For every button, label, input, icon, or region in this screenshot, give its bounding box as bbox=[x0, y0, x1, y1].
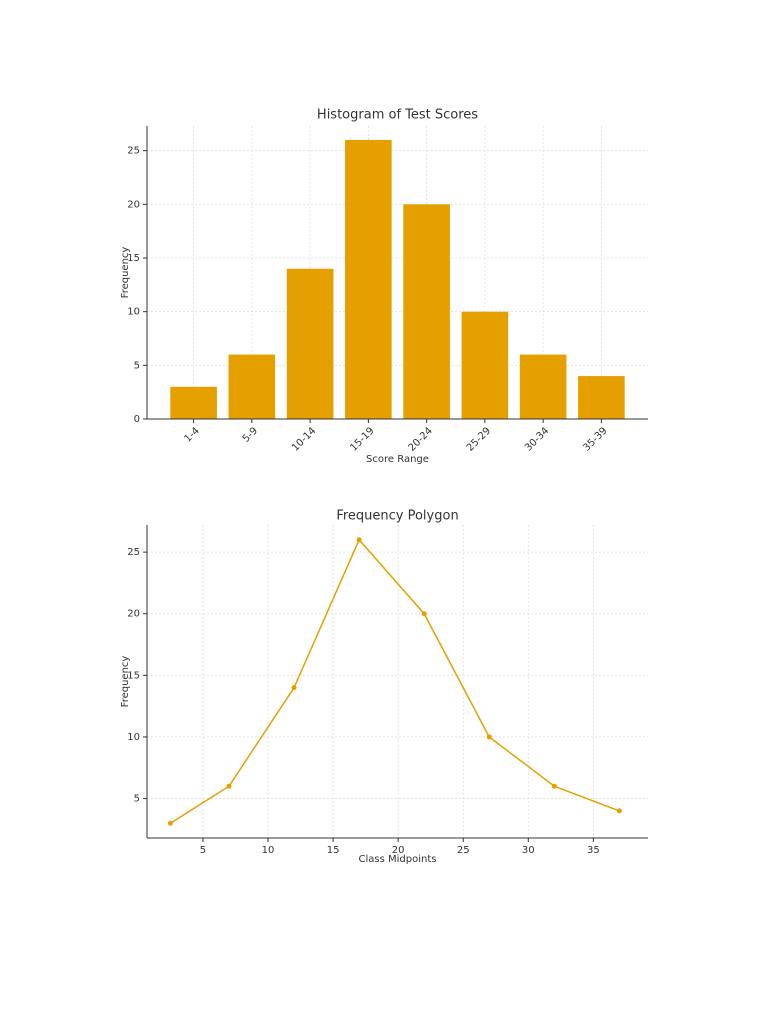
y-tick-label: 20 bbox=[127, 199, 140, 210]
x-tick-label: 30-34 bbox=[523, 425, 551, 453]
point bbox=[551, 783, 557, 789]
x-tick-label: 15 bbox=[327, 845, 340, 856]
x-tick-label: 1-4 bbox=[183, 425, 202, 444]
y-tick-label: 25 bbox=[127, 547, 140, 558]
x-tick-label: 10-14 bbox=[290, 425, 318, 453]
x-tick-label: 25 bbox=[457, 845, 470, 856]
x-tick-label: 15-19 bbox=[348, 425, 376, 453]
bar bbox=[519, 354, 567, 419]
x-tick-label: 25-29 bbox=[465, 425, 493, 453]
x-tick-label: 35 bbox=[587, 845, 600, 856]
x-axis-label: Class Midpoints bbox=[359, 854, 437, 865]
y-tick-label: 15 bbox=[127, 670, 140, 681]
y-tick-label: 10 bbox=[127, 732, 140, 743]
bar bbox=[286, 268, 334, 419]
x-axis-label: Score Range bbox=[366, 454, 429, 465]
line bbox=[170, 538, 620, 824]
y-axis-label: Frequency bbox=[120, 247, 131, 299]
y-tick-label: 10 bbox=[127, 307, 140, 318]
y-tick-label: 5 bbox=[134, 794, 140, 805]
point bbox=[616, 808, 622, 814]
bar bbox=[170, 386, 217, 419]
point bbox=[421, 611, 427, 617]
x-tick-label: 30 bbox=[522, 845, 535, 856]
chart-title: Frequency Polygon bbox=[336, 509, 458, 524]
chart-title: Histogram of Test Scores bbox=[317, 108, 478, 123]
x-tick-label: 5 bbox=[200, 845, 206, 856]
y-tick-label: 0 bbox=[134, 414, 140, 425]
point bbox=[226, 783, 232, 789]
x-tick-label: 20-24 bbox=[407, 425, 435, 453]
x-tick-label: 5-9 bbox=[241, 425, 260, 444]
x-tick-label: 20 bbox=[392, 845, 405, 856]
y-tick-label: 20 bbox=[127, 609, 140, 620]
bar bbox=[578, 376, 625, 419]
bar bbox=[461, 311, 509, 419]
y-axis-label: Frequency bbox=[120, 656, 131, 708]
bar bbox=[345, 139, 392, 419]
x-tick-label: 10 bbox=[262, 845, 275, 856]
point bbox=[486, 734, 492, 740]
y-tick-label: 15 bbox=[127, 253, 140, 264]
bar bbox=[403, 204, 450, 419]
point bbox=[291, 685, 297, 691]
y-tick-label: 5 bbox=[134, 360, 140, 371]
y-tick-label: 25 bbox=[127, 146, 140, 157]
bar bbox=[228, 354, 276, 419]
point bbox=[167, 820, 173, 826]
x-tick-label: 35-39 bbox=[581, 425, 609, 453]
point bbox=[356, 537, 362, 543]
